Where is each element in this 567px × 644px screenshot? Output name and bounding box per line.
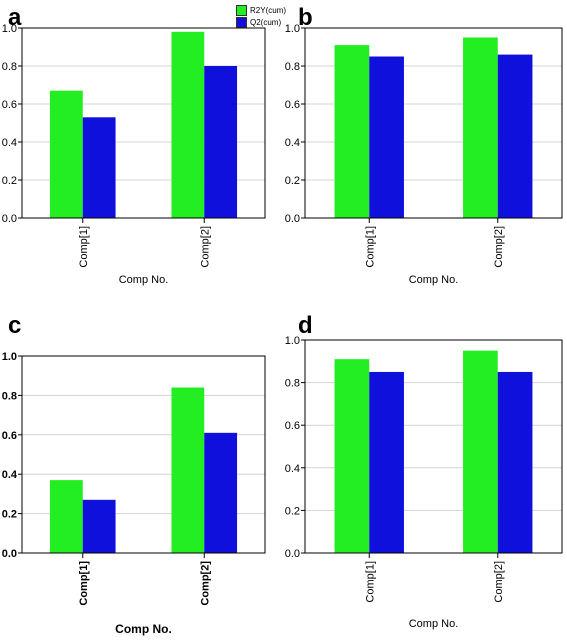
- panel-a-category-label: Comp[2]: [199, 226, 211, 268]
- legend-item-q2: Q2(cum): [236, 16, 286, 28]
- panel-d-bar: [463, 350, 498, 553]
- panel-c-ytick-label: 0.4: [2, 469, 18, 481]
- panel-b-ytick-label: 0.0: [285, 213, 300, 225]
- panel-c-ytick-label: 0.2: [2, 509, 17, 521]
- panel-a-bar: [171, 31, 205, 218]
- panel-d-bar: [497, 371, 533, 553]
- panel-b-frame: [304, 27, 563, 219]
- panel-c-letter: c: [8, 312, 22, 339]
- panel-c-bar: [49, 480, 83, 553]
- panel-b-letter: b: [298, 4, 313, 31]
- panel-a-bar: [49, 90, 83, 218]
- panel-d-category-label: Comp[2]: [493, 561, 505, 603]
- panel-d-ytick-label: 0.0: [285, 548, 300, 560]
- panel-d-frame: [304, 339, 563, 554]
- panel-d-letter: d: [298, 312, 313, 339]
- panel-b-bar: [497, 54, 533, 218]
- panel-c-category-label: Comp[2]: [199, 561, 211, 606]
- legend-swatch-q2: [236, 16, 247, 28]
- panel-d-ytick-label: 0.2: [285, 505, 300, 517]
- panel-d-ytick-label: 1.0: [285, 335, 300, 347]
- panel-c-category-label: Comp[1]: [78, 561, 90, 606]
- panel-d-xlabel: Comp No.: [409, 618, 459, 630]
- panel-a-ytick-label: 0.6: [2, 99, 17, 111]
- panel-c-frame: [21, 355, 266, 554]
- panel-c-xlabel: Comp No.: [115, 622, 172, 636]
- legend: R2Y(cum) Q2(cum): [236, 4, 286, 28]
- panel-a-bar: [82, 117, 116, 218]
- panel-b-ytick-label: 0.4: [285, 137, 300, 149]
- panel-a-xlabel: Comp No.: [119, 274, 169, 286]
- panel-c-ytick-label: 1.0: [2, 351, 17, 363]
- panel-d-category-label: Comp[1]: [364, 561, 376, 603]
- panel-b-category-label: Comp[1]: [364, 226, 376, 268]
- panel-b-ytick-label: 1.0: [285, 23, 300, 35]
- panel-a-ytick-label: 0.0: [2, 213, 17, 225]
- panel-d-bar: [334, 359, 370, 553]
- panel-b-bar: [369, 56, 404, 218]
- panel-b-ytick-label: 0.2: [285, 175, 300, 187]
- legend-label-q2: Q2(cum): [250, 17, 282, 27]
- panel-b-bar: [334, 45, 370, 218]
- panel-c-bar: [171, 387, 205, 553]
- panel-c-ytick-label: 0.8: [2, 390, 17, 402]
- panel-a-ytick-label: 0.8: [2, 61, 17, 73]
- panel-b-ytick-label: 0.8: [285, 61, 300, 73]
- panel-a-category-label: Comp[1]: [78, 226, 90, 268]
- panel-a-ytick-label: 0.4: [2, 137, 17, 149]
- panel-a-ytick-label: 1.0: [2, 23, 17, 35]
- panel-c-ytick-label: 0.6: [2, 430, 17, 442]
- legend-swatch-r2y: [236, 4, 247, 16]
- panel-b-xlabel: Comp No.: [409, 274, 459, 286]
- panel-d-bar: [369, 371, 404, 553]
- panel-d-ytick-label: 0.8: [285, 378, 300, 390]
- panel-c-ytick-label: 0.0: [2, 548, 17, 560]
- panel-b-bar: [463, 37, 498, 218]
- panel-a-frame: [21, 27, 266, 219]
- panel-a-letter: a: [8, 4, 22, 31]
- legend-label-r2y: R2Y(cum): [250, 5, 287, 15]
- panel-d-ytick-label: 0.6: [285, 420, 300, 432]
- panel-b-category-label: Comp[2]: [493, 226, 505, 268]
- legend-item-r2y: R2Y(cum): [236, 4, 286, 16]
- panel-c-bar: [82, 499, 116, 553]
- panel-a-bar: [204, 66, 238, 218]
- panel-d-ytick-label: 0.4: [285, 463, 300, 475]
- panel-c-bar: [204, 432, 238, 553]
- panel-b-ytick-label: 0.6: [285, 99, 300, 111]
- panel-a-ytick-label: 0.2: [2, 175, 17, 187]
